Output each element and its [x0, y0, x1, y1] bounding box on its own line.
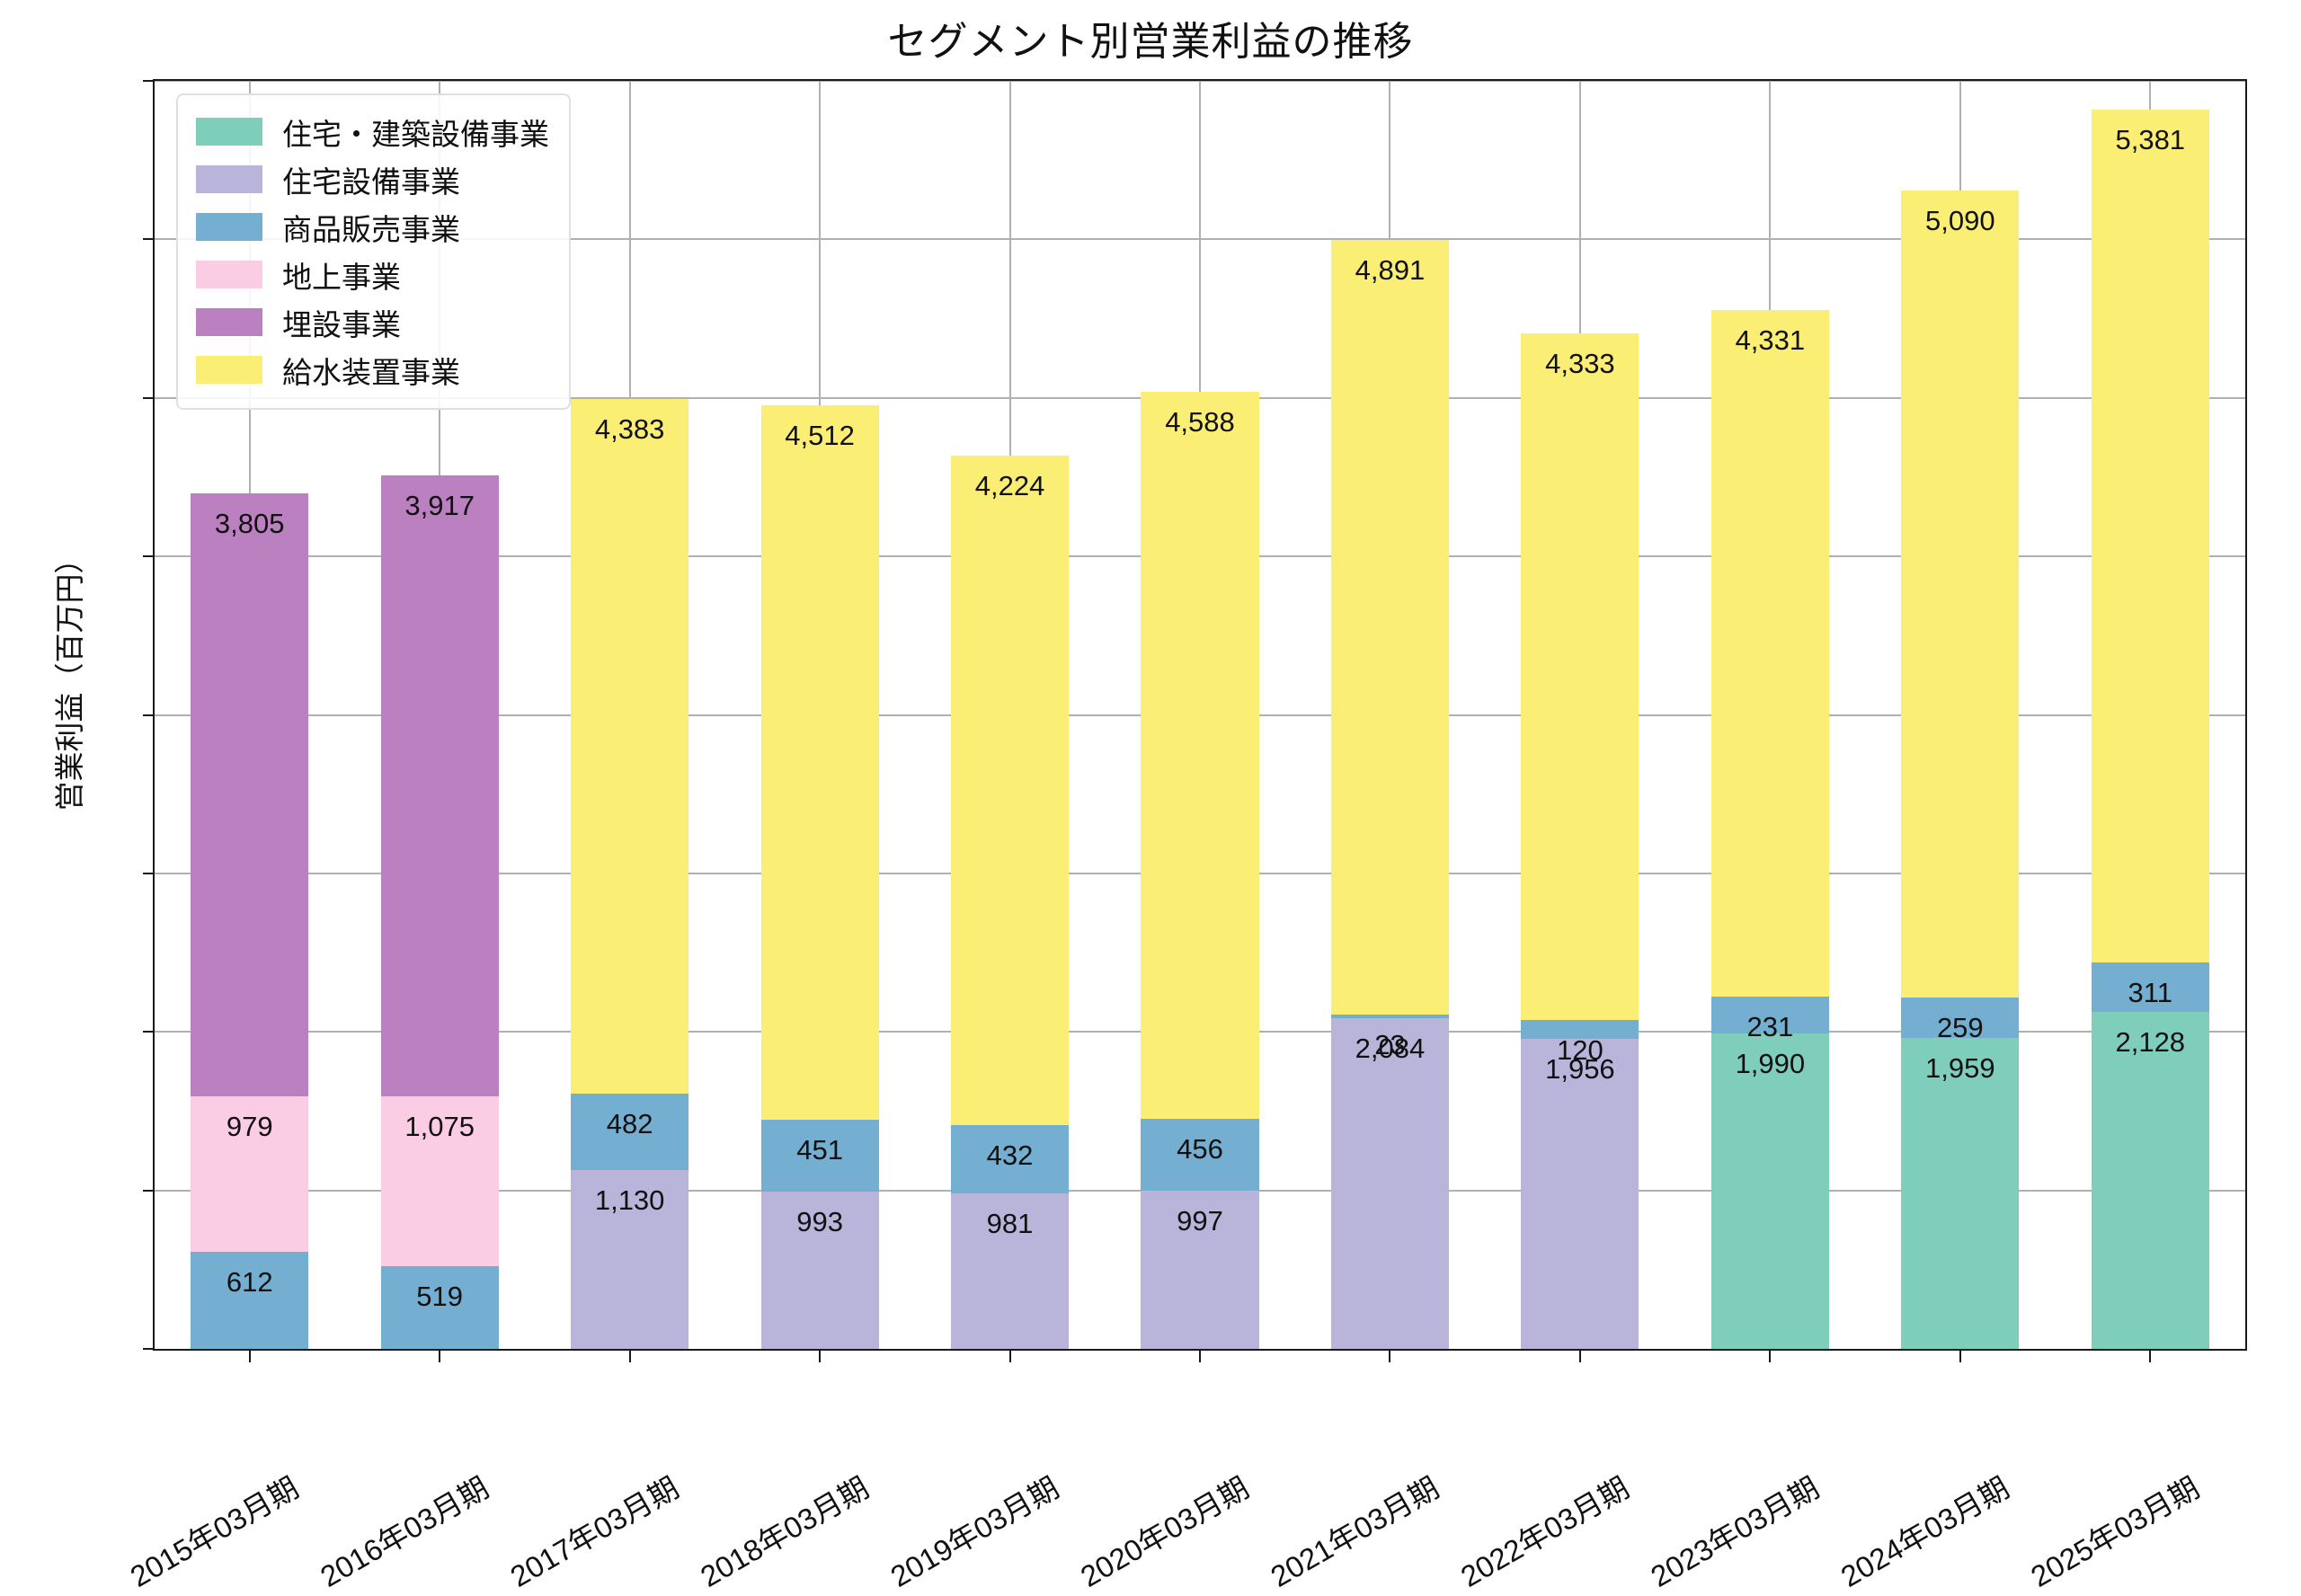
y-axis-tick-mark: [143, 1189, 155, 1192]
x-axis-tick-label: 2015年03月期: [124, 1470, 305, 1594]
bar-group[interactable]: 1,959 259 5,090: [1901, 81, 2020, 1349]
bar-segment[interactable]: [1521, 1039, 1639, 1349]
bar-group[interactable]: 981 432 4,224: [950, 81, 1070, 1349]
bar-segment[interactable]: [1141, 1191, 1259, 1349]
legend-color-swatch: [196, 165, 262, 193]
y-axis-tick-mark: [143, 396, 155, 399]
bar-segment[interactable]: [1330, 239, 1449, 1015]
legend-color-swatch: [196, 308, 262, 336]
legend-item-label: 給水装置事業: [282, 355, 460, 389]
x-axis-tick-label: 2025年03月期: [2025, 1470, 2205, 1594]
legend-color-swatch: [196, 356, 262, 384]
legend-item[interactable]: 地上事業: [196, 251, 549, 298]
bar-segment[interactable]: [191, 1252, 309, 1349]
legend-item[interactable]: 住宅・建築設備事業: [196, 108, 549, 155]
bar-segment[interactable]: [1710, 997, 1829, 1033]
bar-segment[interactable]: [571, 1169, 689, 1349]
legend-item-label: 住宅設備事業: [282, 164, 460, 199]
legend-item[interactable]: 給水装置事業: [196, 346, 549, 394]
x-axis-tick-label: 2024年03月期: [1835, 1470, 2015, 1594]
x-axis-tick-mark: [1199, 1351, 1201, 1362]
chart-legend: 住宅・建築設備事業 住宅設備事業 商品販売事業 地上事業埋設事業給水装置事業: [176, 93, 571, 410]
bar-segment[interactable]: [380, 1095, 499, 1267]
y-axis-tick-mark: [143, 714, 155, 716]
y-axis-tick-mark: [143, 1348, 155, 1350]
legend-item[interactable]: 埋設事業: [196, 298, 549, 346]
x-axis-tick-mark: [628, 1351, 631, 1362]
bar-group[interactable]: 1,990 231 4,331: [1710, 81, 1829, 1349]
bar-segment[interactable]: [2091, 962, 2209, 1012]
bar-segment[interactable]: [571, 1093, 689, 1170]
bar-segment[interactable]: [950, 1193, 1070, 1349]
legend-color-swatch: [196, 213, 262, 241]
x-axis-tick-mark: [1008, 1351, 1011, 1362]
bar-group[interactable]: 612 979 3,805: [191, 81, 309, 1349]
x-axis-tick-mark: [1959, 1351, 1961, 1362]
bar-group[interactable]: 993 451 4,512: [760, 81, 879, 1349]
x-axis-tick-mark: [1389, 1351, 1391, 1362]
bar-group[interactable]: 1,956 120 4,333: [1521, 81, 1639, 1349]
bar-group[interactable]: 1,130 482 4,383: [571, 81, 689, 1349]
y-axis-tick-mark: [143, 238, 155, 241]
bar-segment[interactable]: [1330, 1015, 1449, 1019]
legend-item[interactable]: 住宅設備事業: [196, 155, 549, 203]
bar-group[interactable]: 2,084 23 4,891: [1330, 81, 1449, 1349]
bar-segment[interactable]: [1521, 332, 1639, 1020]
bar-segment[interactable]: [1901, 997, 2020, 1039]
bar-segment[interactable]: [191, 493, 309, 1097]
y-axis-tick-mark: [143, 80, 155, 82]
x-axis-tick-label: 2018年03月期: [695, 1470, 875, 1594]
bar-segment[interactable]: [1141, 391, 1259, 1119]
bar-segment[interactable]: [380, 1266, 499, 1349]
legend-item-label: 住宅・建築設備事業: [282, 117, 549, 151]
bar-segment[interactable]: [950, 455, 1070, 1125]
bar-segment[interactable]: [1901, 1038, 2020, 1349]
legend-item-label: 商品販売事業: [282, 212, 460, 246]
bar-segment[interactable]: [1710, 310, 1829, 998]
legend-item[interactable]: 商品販売事業: [196, 203, 549, 251]
bar-group[interactable]: 997 456 4,588: [1141, 81, 1259, 1349]
bar-segment[interactable]: [380, 474, 499, 1096]
bar-segment[interactable]: [1141, 1118, 1259, 1192]
y-axis-tick-mark: [143, 872, 155, 874]
legend-item-label: 埋設事業: [282, 307, 401, 341]
x-axis-tick-label: 2022年03月期: [1454, 1470, 1635, 1594]
legend-color-swatch: [196, 118, 262, 146]
legend-color-swatch: [196, 261, 262, 288]
bar-segment[interactable]: [1521, 1019, 1639, 1039]
bar-segment[interactable]: [1330, 1018, 1449, 1349]
bar-segment[interactable]: [571, 398, 689, 1094]
x-axis-tick-label: 2019年03月期: [884, 1470, 1065, 1594]
x-axis-tick-label: 2020年03月期: [1074, 1470, 1255, 1594]
bar-segment[interactable]: [760, 1191, 879, 1349]
bar-segment[interactable]: [191, 1096, 309, 1253]
x-axis-tick-label: 2016年03月期: [315, 1470, 494, 1594]
x-axis-tick-label: 2021年03月期: [1265, 1470, 1444, 1594]
page-title: セグメント別営業利益の推移: [887, 20, 1414, 64]
x-axis-tick-mark: [2149, 1351, 2152, 1362]
bar-segment[interactable]: [1901, 191, 2020, 998]
x-axis-tick-mark: [819, 1351, 822, 1362]
y-axis-tick-mark: [143, 555, 155, 558]
x-axis-tick-mark: [1578, 1351, 1581, 1362]
bar-segment[interactable]: [2091, 1011, 2209, 1349]
bar-segment[interactable]: [2091, 109, 2209, 962]
y-axis-tick-mark: [143, 1031, 155, 1033]
bar-segment[interactable]: [760, 404, 879, 1121]
bar-group[interactable]: 2,128 311 5,381: [2091, 81, 2209, 1349]
y-axis-label: 営業利益（百万円）: [53, 544, 86, 811]
x-axis-tick-mark: [1769, 1351, 1772, 1362]
x-axis-tick-mark: [248, 1351, 251, 1362]
x-axis-tick-label: 2017年03月期: [504, 1470, 685, 1594]
chart-figure: セグメント別営業利益の推移 営業利益（百万円） 612 979 3,805 519 1,…: [53, 20, 2247, 1594]
bar-segment[interactable]: [1710, 1033, 1829, 1349]
legend-item-label: 地上事業: [282, 260, 401, 294]
bar-segment[interactable]: [950, 1124, 1070, 1193]
x-axis-tick-label: 2023年03月期: [1645, 1470, 1825, 1594]
x-axis-tick-mark: [439, 1351, 441, 1362]
bar-segment[interactable]: [760, 1120, 879, 1192]
